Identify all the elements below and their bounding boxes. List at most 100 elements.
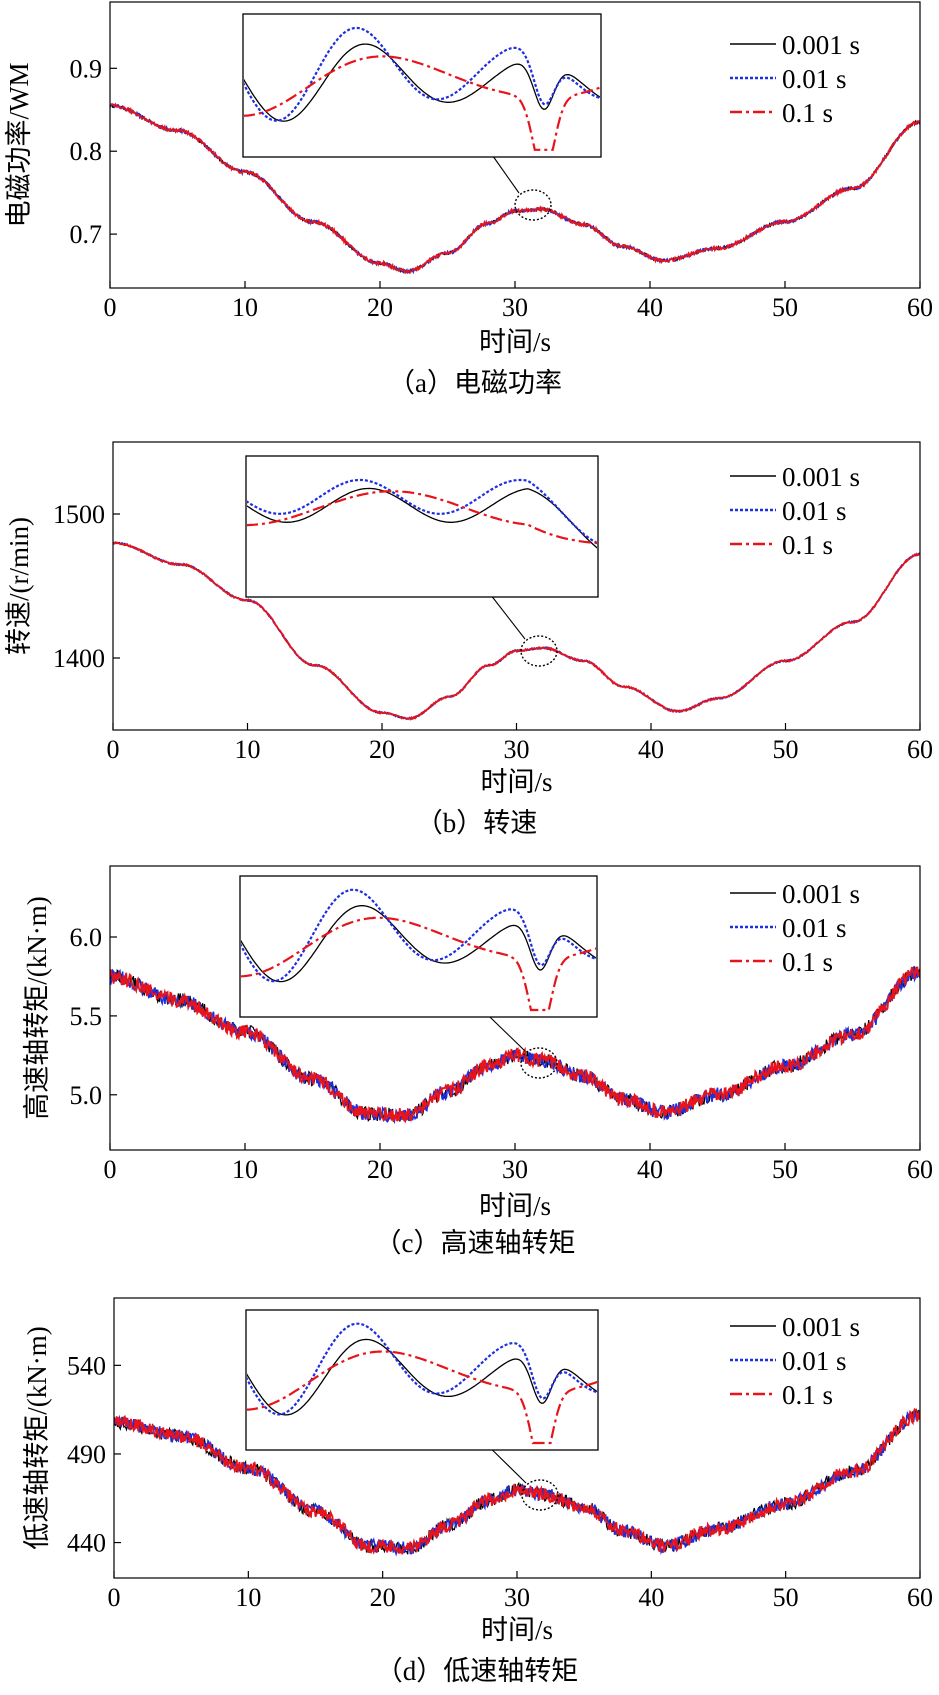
x-tick-label: 10 (235, 735, 261, 764)
inset-series-2 (247, 478, 597, 545)
series-line-3 (110, 102, 920, 275)
inset-series-3 (247, 490, 597, 545)
legend-label-2: 0.01 s (782, 64, 847, 94)
legend-label-1: 0.001 s (782, 1312, 860, 1342)
y-tick-label: 440 (67, 1529, 106, 1558)
series-group (110, 102, 920, 275)
legend-label-3: 0.1 s (782, 1380, 833, 1410)
y-tick-label: 1500 (53, 500, 105, 529)
x-axis-label: 时间/s (481, 1615, 553, 1645)
y-tick-label: 0.7 (70, 220, 103, 249)
legend: 0.001 s 0.01 s 0.1 s (730, 30, 860, 128)
y-tick-label: 490 (67, 1440, 106, 1469)
x-tick-label: 10 (232, 293, 258, 322)
y-tick-label: 5.0 (70, 1081, 103, 1110)
inset-series-1 (241, 904, 596, 983)
x-tick-label: 0 (108, 1583, 121, 1612)
x-tick-label: 30 (502, 293, 528, 322)
zoom-circle (514, 189, 552, 221)
x-tick-label: 20 (370, 1583, 396, 1612)
legend-label-3: 0.1 s (782, 530, 833, 560)
zoom-circle (520, 1047, 558, 1079)
x-tick-label: 40 (637, 293, 663, 322)
x-tick-label: 30 (502, 1155, 528, 1184)
inset-curves (241, 888, 596, 1012)
y-axis-label: 低速轴转矩/(kN·m) (22, 1326, 52, 1549)
series-line-3 (114, 1407, 920, 1555)
x-tick-label: 60 (907, 293, 933, 322)
x-tick-label: 20 (367, 1155, 393, 1184)
x-tick-label: 40 (638, 735, 664, 764)
x-tick-label: 60 (907, 1583, 933, 1612)
inset-curves (247, 1322, 597, 1445)
x-tick-label: 0 (107, 735, 120, 764)
legend: 0.001 s 0.01 s 0.1 s (730, 1312, 860, 1410)
inset-series-2 (247, 1322, 597, 1416)
x-tick-label: 30 (504, 735, 530, 764)
legend: 0.001 s 0.01 s 0.1 s (730, 462, 860, 560)
zoom-connector (492, 1449, 527, 1484)
x-tick-label: 50 (773, 735, 799, 764)
panel-caption: （a）电磁功率 (388, 368, 562, 398)
inset-series-2 (241, 888, 596, 983)
series-group (110, 965, 920, 1125)
legend-label-3: 0.1 s (782, 98, 833, 128)
legend-label-3: 0.1 s (782, 947, 833, 977)
inset-series-1 (247, 487, 597, 549)
x-tick-label: 60 (907, 1155, 933, 1184)
inset-curves (244, 26, 600, 151)
y-tick-label: 0.9 (70, 54, 103, 83)
x-tick-label: 50 (773, 1583, 799, 1612)
zoom-connector (493, 156, 520, 194)
series-group (113, 540, 920, 721)
legend-label-1: 0.001 s (782, 462, 860, 492)
x-tick-label: 50 (772, 293, 798, 322)
x-axis-label: 时间/s (480, 767, 552, 797)
panel-caption: （c）高速轴转矩 (375, 1228, 576, 1258)
x-tick-label: 40 (637, 1155, 663, 1184)
inset-box (239, 875, 598, 1018)
inset-box (242, 13, 602, 158)
x-tick-label: 10 (235, 1583, 261, 1612)
inset-box (245, 455, 599, 598)
x-tick-label: 20 (367, 293, 393, 322)
y-axis-label: 高速轴转矩/(kN·m) (22, 896, 52, 1119)
y-axis-label: 转速/(r/min) (4, 517, 34, 655)
y-tick-label: 5.5 (70, 1002, 103, 1031)
zoom-connector (491, 596, 526, 640)
x-tick-label: 50 (772, 1155, 798, 1184)
y-tick-label: 6.0 (70, 923, 103, 952)
legend-label-2: 0.01 s (782, 1346, 847, 1376)
x-tick-label: 40 (638, 1583, 664, 1612)
panel-caption: （d）低速轴转矩 (376, 1656, 579, 1686)
y-tick-label: 540 (67, 1351, 106, 1380)
chart-panel-3: 0 10 20 30 40 50 60 5.0 5.5 6.0 时间/s 高速轴转矩/(kN·m) （c… (22, 865, 933, 1258)
x-axis-label: 时间/s (479, 327, 551, 357)
x-tick-label: 20 (369, 735, 395, 764)
chart-panel-1: 0 10 20 30 40 50 60 0.7 0.8 0.9 时间/s 电磁功率/WM （a）电磁功率… (4, 1, 933, 398)
legend-label-1: 0.001 s (782, 30, 860, 60)
inset-series-3 (244, 55, 600, 151)
series-group (114, 1407, 920, 1557)
x-tick-label: 0 (104, 293, 117, 322)
y-axis-label: 电磁功率/WM (4, 63, 34, 228)
x-tick-label: 10 (232, 1155, 258, 1184)
legend: 0.001 s 0.01 s 0.1 s (730, 879, 860, 977)
y-tick-label: 0.8 (70, 137, 103, 166)
panel-caption: （b）转速 (416, 808, 538, 838)
legend-label-2: 0.01 s (782, 496, 847, 526)
legend-label-2: 0.01 s (782, 913, 847, 943)
chart-panel-4: 0 10 20 30 40 50 60 440 490 540 时间/s 低速轴转矩/(kN·m) （d… (22, 1297, 933, 1686)
y-tick-label: 1400 (53, 644, 105, 673)
zoom-circle (521, 1479, 559, 1511)
inset-series-1 (244, 43, 600, 122)
zoom-circle (520, 635, 558, 667)
inset-series-1 (247, 1338, 597, 1416)
x-tick-label: 0 (104, 1155, 117, 1184)
x-tick-label: 60 (907, 735, 933, 764)
series-line-3 (113, 541, 920, 721)
zoom-connector (489, 1016, 526, 1052)
series-line-3 (110, 966, 920, 1124)
inset-series-3 (247, 1350, 597, 1445)
